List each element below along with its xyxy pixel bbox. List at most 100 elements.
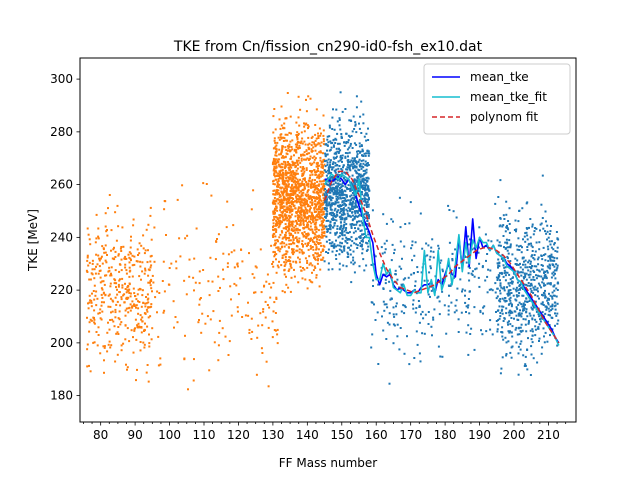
scatter-point bbox=[311, 230, 314, 233]
scatter-point bbox=[274, 253, 276, 256]
scatter-point bbox=[279, 133, 282, 136]
scatter-point bbox=[345, 216, 348, 219]
scatter-point bbox=[359, 198, 361, 201]
scatter-point bbox=[354, 183, 357, 186]
scatter-point bbox=[334, 142, 337, 144]
scatter-point bbox=[547, 259, 550, 262]
scatter-point bbox=[346, 168, 349, 171]
scatter-point bbox=[505, 353, 508, 355]
scatter-point bbox=[504, 297, 507, 299]
scatter-point bbox=[553, 305, 556, 308]
scatter-point bbox=[433, 308, 436, 311]
scatter-point bbox=[289, 115, 292, 118]
scatter-point bbox=[278, 175, 281, 178]
scatter-point bbox=[541, 303, 544, 306]
scatter-point bbox=[404, 306, 407, 309]
scatter-point bbox=[347, 166, 350, 169]
scatter-point bbox=[342, 213, 345, 216]
scatter-point bbox=[345, 168, 348, 171]
scatter-point bbox=[327, 172, 330, 175]
scatter-point bbox=[148, 345, 151, 348]
scatter-point bbox=[323, 160, 326, 163]
scatter-point bbox=[306, 199, 309, 202]
scatter-point bbox=[208, 369, 211, 372]
scatter-point bbox=[404, 277, 407, 280]
y-tick-label: 200 bbox=[50, 336, 73, 350]
scatter-point bbox=[334, 137, 337, 140]
scatter-point bbox=[290, 146, 293, 148]
scatter-point bbox=[389, 289, 392, 292]
scatter-point bbox=[505, 341, 508, 344]
scatter-point bbox=[332, 202, 334, 205]
scatter-point bbox=[273, 218, 276, 221]
scatter-point bbox=[313, 265, 316, 268]
scatter-point bbox=[261, 324, 264, 327]
scatter-point bbox=[278, 214, 281, 217]
scatter-point bbox=[322, 129, 325, 132]
scatter-point bbox=[295, 196, 298, 199]
scatter-point bbox=[143, 330, 145, 332]
scatter-point bbox=[188, 275, 191, 278]
scatter-point bbox=[556, 344, 559, 347]
scatter-point bbox=[124, 324, 127, 327]
scatter-point bbox=[93, 341, 96, 344]
scatter-point bbox=[346, 209, 349, 212]
scatter-point bbox=[385, 338, 388, 340]
scatter-point bbox=[386, 306, 389, 309]
scatter-point bbox=[542, 282, 545, 285]
scatter-point bbox=[334, 232, 337, 235]
scatter-point bbox=[304, 242, 307, 245]
scatter-point bbox=[356, 211, 359, 214]
scatter-point bbox=[345, 141, 348, 143]
scatter-point bbox=[496, 330, 499, 333]
scatter-point bbox=[266, 273, 269, 276]
scatter-point bbox=[316, 252, 319, 255]
scatter-point bbox=[527, 321, 530, 324]
scatter-point bbox=[124, 263, 127, 266]
scatter-point bbox=[529, 236, 532, 239]
scatter-point bbox=[91, 259, 94, 262]
scatter-point bbox=[515, 244, 518, 247]
scatter-point bbox=[86, 227, 89, 230]
scatter-point bbox=[280, 242, 283, 245]
scatter-point bbox=[277, 222, 280, 225]
scatter-point bbox=[158, 292, 161, 294]
scatter-point bbox=[284, 215, 287, 217]
scatter-point bbox=[289, 186, 292, 189]
scatter-point bbox=[552, 248, 555, 251]
scatter-point bbox=[315, 196, 318, 199]
scatter-point bbox=[318, 239, 321, 242]
scatter-point bbox=[306, 152, 309, 155]
scatter-point bbox=[508, 239, 511, 242]
scatter-point bbox=[290, 132, 292, 135]
scatter-point bbox=[297, 231, 300, 234]
scatter-point bbox=[526, 368, 529, 371]
scatter-point bbox=[468, 279, 471, 282]
scatter-point bbox=[314, 185, 317, 187]
scatter-point bbox=[535, 227, 538, 230]
scatter-point bbox=[385, 222, 388, 225]
scatter-point bbox=[124, 288, 127, 290]
scatter-point bbox=[285, 238, 288, 241]
scatter-point bbox=[320, 251, 323, 254]
scatter-point bbox=[299, 141, 302, 144]
scatter-point bbox=[308, 220, 310, 223]
scatter-point bbox=[465, 261, 468, 264]
scatter-point bbox=[550, 276, 553, 279]
scatter-point bbox=[546, 238, 548, 241]
legend-label: polynom fit bbox=[470, 110, 538, 124]
scatter-point bbox=[389, 298, 392, 301]
scatter-point bbox=[496, 251, 499, 254]
scatter-point bbox=[538, 323, 541, 326]
scatter-point bbox=[284, 156, 287, 158]
scatter-point bbox=[365, 184, 368, 187]
scatter-point bbox=[114, 256, 117, 258]
scatter-point bbox=[497, 262, 499, 265]
scatter-point bbox=[331, 268, 334, 271]
scatter-point bbox=[288, 228, 290, 230]
scatter-point bbox=[313, 182, 316, 185]
scatter-point bbox=[329, 140, 332, 143]
scatter-point bbox=[222, 268, 224, 271]
scatter-point bbox=[271, 163, 274, 166]
scatter-point bbox=[304, 143, 307, 146]
